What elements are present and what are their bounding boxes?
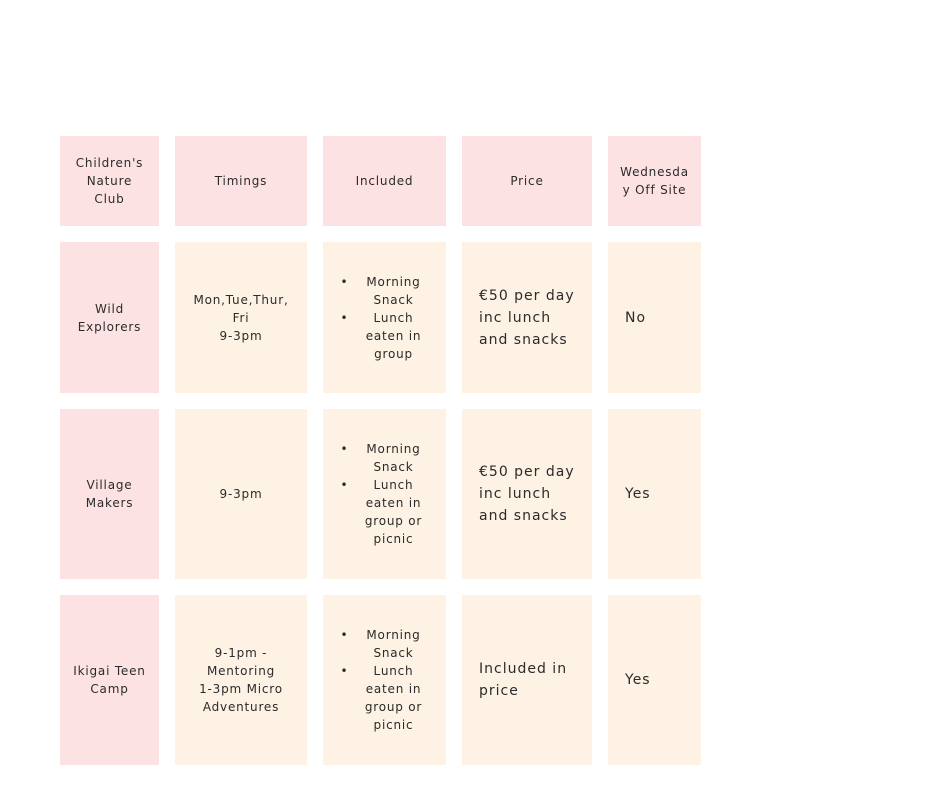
header-price-label: Price xyxy=(510,174,544,188)
included-list: Morning Snack Lunch eaten in group or pi… xyxy=(339,440,431,548)
row-3-price: Included in price xyxy=(462,595,592,765)
header-included-label: Included xyxy=(355,174,414,188)
price-text: €50 per day inc lunch and snacks xyxy=(479,287,575,348)
row-1-club: Wild Explorers xyxy=(60,242,159,393)
header-club: Children's Nature Club xyxy=(60,136,159,226)
row-1-included: Morning Snack Lunch eaten in group xyxy=(323,242,446,393)
row-2-club: Village Makers xyxy=(60,409,159,579)
header-wednesday: Wednesday Off Site xyxy=(608,136,701,226)
timings-text: 9-3pm xyxy=(219,487,263,501)
included-list: Morning Snack Lunch eaten in group xyxy=(339,273,431,363)
row-3-club: Ikigai Teen Camp xyxy=(60,595,159,765)
club-name: Wild Explorers xyxy=(77,301,142,334)
included-item: Lunch eaten in group or picnic xyxy=(339,476,431,548)
row-2-wednesday: Yes xyxy=(608,409,701,579)
row-3-wednesday: Yes xyxy=(608,595,701,765)
row-3-timings: 9-1pm - Mentoring 1-3pm Micro Adventures xyxy=(175,595,307,765)
header-wednesday-label: Wednesday Off Site xyxy=(620,165,689,197)
row-1-wednesday: No xyxy=(608,242,701,393)
club-name: Village Makers xyxy=(85,478,134,510)
included-item: Lunch eaten in group or picnic xyxy=(339,662,431,734)
header-included: Included xyxy=(323,136,446,226)
included-item: Lunch eaten in group xyxy=(339,309,431,363)
row-2-timings: 9-3pm xyxy=(175,409,307,579)
price-text: Included in price xyxy=(479,661,568,699)
clubs-table: Children's Nature Club Timings Included … xyxy=(60,136,701,765)
row-2-price: €50 per day inc lunch and snacks xyxy=(462,409,592,579)
price-text: €50 per day inc lunch and snacks xyxy=(479,464,575,524)
included-item: Morning Snack xyxy=(339,440,431,476)
row-1-price: €50 per day inc lunch and snacks xyxy=(462,242,592,393)
header-price: Price xyxy=(462,136,592,226)
club-name: Ikigai Teen Camp xyxy=(73,664,146,696)
header-club-label: Children's Nature Club xyxy=(75,156,144,206)
timings-text: 9-1pm - Mentoring 1-3pm Micro Adventures xyxy=(199,646,283,714)
header-timings: Timings xyxy=(175,136,307,226)
wednesday-text: No xyxy=(625,309,647,326)
row-3-included: Morning Snack Lunch eaten in group or pi… xyxy=(323,595,446,765)
included-item: Morning Snack xyxy=(339,626,431,662)
wednesday-text: Yes xyxy=(625,486,651,502)
included-list: Morning Snack Lunch eaten in group or pi… xyxy=(339,626,431,734)
row-1-timings: Mon,Tue,Thur, Fri 9-3pm xyxy=(175,242,307,393)
wednesday-text: Yes xyxy=(625,672,651,688)
timings-text: Mon,Tue,Thur, Fri 9-3pm xyxy=(193,292,289,343)
header-timings-label: Timings xyxy=(214,174,268,188)
row-2-included: Morning Snack Lunch eaten in group or pi… xyxy=(323,409,446,579)
included-item: Morning Snack xyxy=(339,273,431,309)
